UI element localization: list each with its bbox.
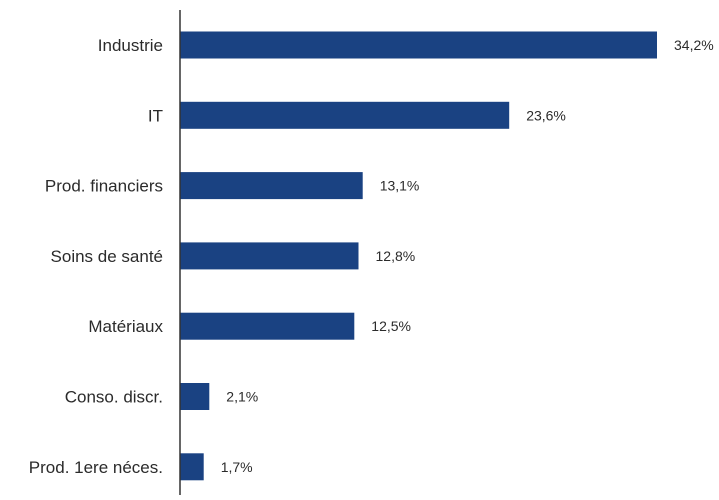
bar-3 [180,242,359,270]
value-label-0: 34,2% [674,37,714,53]
bar-6 [180,453,204,481]
bars-layer [180,31,657,481]
value-label-1: 23,6% [526,107,566,123]
category-label-0: Industrie [98,36,163,55]
category-label-3: Soins de santé [51,247,163,266]
value-label-3: 12,8% [376,248,416,264]
bar-5 [180,383,210,410]
category-label-4: Matériaux [88,317,163,336]
value-label-4: 12,5% [371,318,411,334]
value-label-2: 13,1% [380,178,420,194]
category-label-6: Prod. 1ere néces. [29,458,163,477]
category-label-2: Prod. financiers [45,177,163,196]
value-label-6: 1,7% [221,459,253,475]
bar-1 [180,101,510,129]
category-label-5: Conso. discr. [65,388,163,407]
value-label-5: 2,1% [226,389,258,405]
category-label-1: IT [148,106,163,125]
bar-4 [180,312,355,340]
bar-2 [180,172,363,200]
bar-0 [180,31,657,59]
labels-layer: Industrie 34,2% IT 23,6% Prod. financiers 13,… [29,36,714,477]
